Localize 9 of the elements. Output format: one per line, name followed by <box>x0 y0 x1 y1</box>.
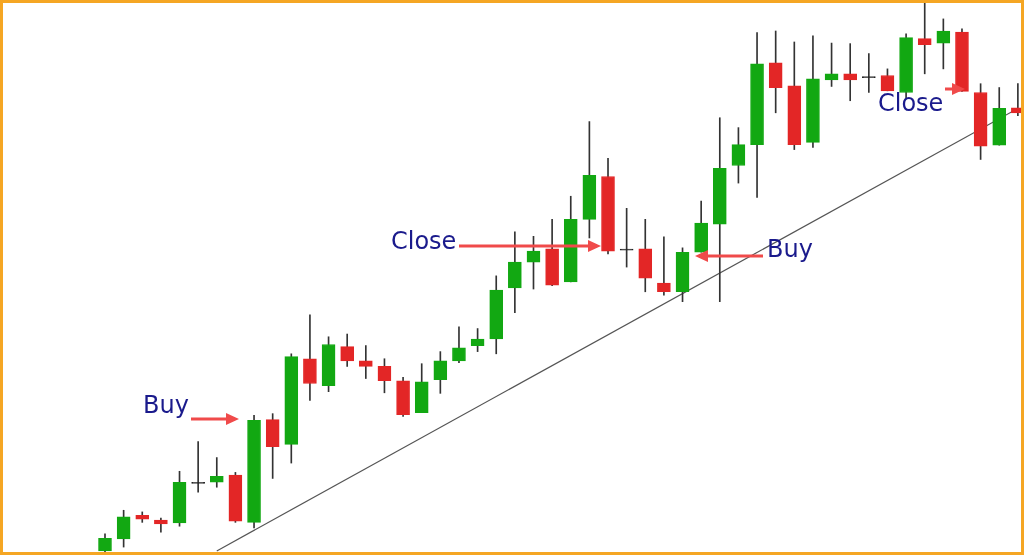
candlestick <box>657 236 671 296</box>
candlestick <box>843 43 858 102</box>
candlestick <box>358 345 373 379</box>
candlestick <box>917 3 932 75</box>
annotation: Buy <box>143 391 189 419</box>
candlestick <box>209 457 224 488</box>
annotation: Buy <box>767 235 813 263</box>
annotation: Close <box>878 89 944 117</box>
annotation: Close <box>391 227 457 255</box>
